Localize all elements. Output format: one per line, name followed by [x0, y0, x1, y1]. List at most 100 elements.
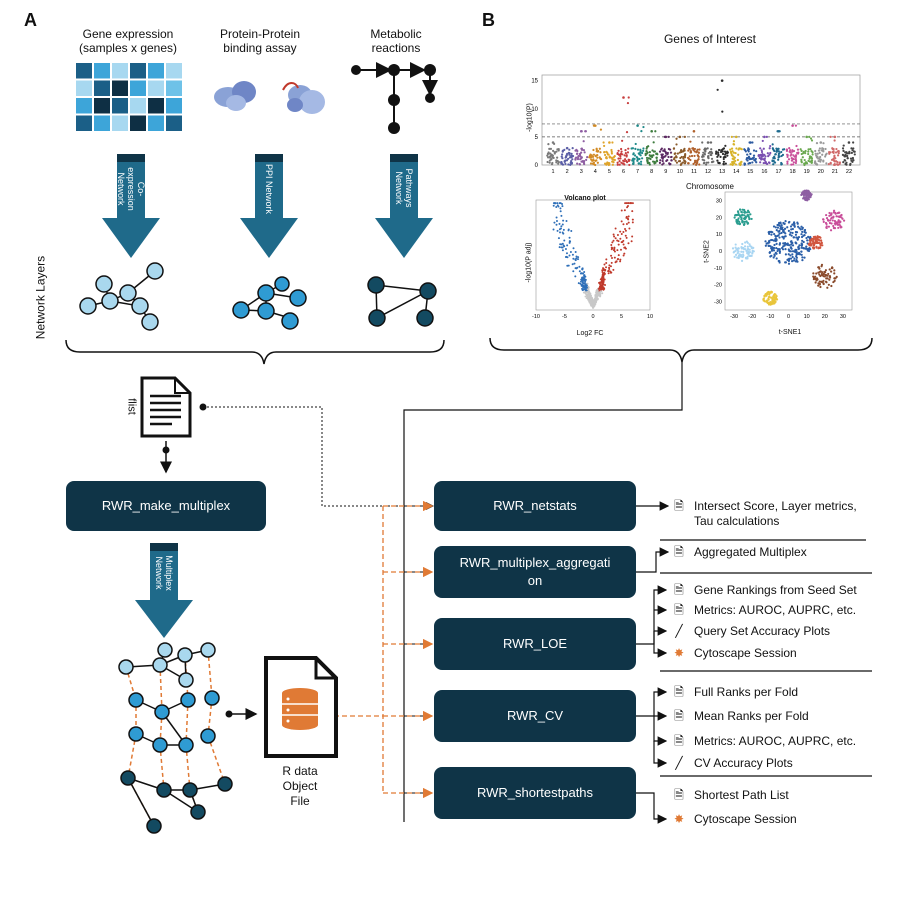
manhattan-point: [660, 153, 663, 156]
rwr-netstats-box[interactable]: RWR_netstats: [434, 481, 636, 531]
rwr-multiplex-aggregation-box[interactable]: RWR_multiplex_aggregati on: [434, 546, 636, 598]
tsne-point: [742, 223, 746, 226]
manhattan-point: [695, 163, 698, 166]
tsne-point: [812, 237, 815, 241]
tsne-point: [795, 253, 798, 256]
heatmap-cell: [148, 115, 164, 131]
manhattan-point: [623, 154, 626, 157]
manhattan-peak-point: [791, 124, 794, 127]
manhattan-point: [623, 163, 626, 166]
flist-label: flist: [125, 398, 138, 415]
manhattan-point: [825, 162, 828, 165]
manhattan-point: [821, 153, 824, 156]
volcano-point: [611, 241, 614, 244]
manhattan-point: [704, 149, 707, 152]
chromosome-tick: 2: [566, 169, 569, 175]
manhattan-point: [639, 160, 643, 163]
tsne-point: [821, 281, 824, 284]
heatmap-cell: [148, 98, 164, 114]
source-gene-expression-label: Gene expression (samples x genes): [78, 27, 178, 55]
tsne-point: [825, 225, 828, 228]
manhattan-point: [716, 155, 719, 158]
volcano-point: [630, 240, 633, 243]
manhattan-point: [567, 163, 570, 166]
manhattan-point: [732, 140, 736, 143]
manhattan-point: [801, 156, 804, 159]
manhattan-point: [592, 153, 596, 156]
tsne-point: [733, 216, 736, 219]
tsne-point: [814, 277, 817, 280]
chromosome-tick: 19: [804, 169, 810, 175]
tsne-point: [834, 223, 837, 226]
output-label: Cytoscape Session: [694, 646, 797, 660]
manhattan-point: [571, 147, 574, 150]
manhattan-point: [598, 156, 601, 159]
manhattan-point: [717, 151, 720, 154]
manhattan-point: [561, 153, 564, 156]
tsne-point: [797, 235, 801, 239]
output-label: Gene Rankings from Seed Set: [694, 583, 857, 597]
manhattan-point: [724, 152, 728, 155]
volcano-point: [614, 227, 617, 230]
manhattan-point: [696, 148, 699, 151]
tsne-point: [828, 221, 832, 225]
document-icon: 🗎: [674, 788, 684, 802]
rwr-loe-box[interactable]: RWR_LOE: [434, 618, 636, 670]
tsne-point: [741, 242, 744, 246]
volcano-point: [586, 290, 589, 293]
manhattan-point: [563, 160, 566, 163]
tsne-point: [809, 248, 812, 251]
manhattan-point: [689, 158, 692, 162]
manhattan-point: [667, 135, 670, 138]
volcano-point: [598, 294, 601, 297]
tsne-point: [819, 239, 822, 242]
volcano-point: [585, 294, 588, 297]
manhattan-point: [655, 159, 658, 162]
chromosome-tick: 17: [775, 169, 781, 175]
manhattan-point: [834, 151, 838, 154]
tsne-point: [794, 241, 797, 244]
volcano-point: [568, 241, 571, 244]
volcano-point: [562, 228, 565, 231]
tsne-point: [773, 253, 776, 256]
tsne-point: [804, 198, 807, 201]
manhattan-point: [757, 154, 760, 157]
manhattan-point: [652, 141, 655, 144]
volcano-point: [567, 229, 570, 232]
tsne-point: [769, 245, 772, 248]
heatmap-cell: [130, 80, 146, 96]
tsne-point: [767, 298, 770, 301]
document-icon: 🗎: [674, 685, 684, 699]
volcano-point: [565, 219, 568, 222]
volcano-point: [624, 202, 627, 205]
volcano-point: [627, 202, 630, 205]
manhattan-point: [546, 154, 549, 157]
manhattan-point: [833, 154, 836, 157]
volcano-point: [574, 275, 577, 278]
rwr-cv-box[interactable]: RWR_CV: [434, 690, 636, 742]
volcano-point: [586, 282, 589, 285]
document-icon: 🗎: [674, 734, 684, 748]
tsne-point: [832, 211, 835, 214]
heatmap-cell: [76, 80, 92, 96]
tsne-point: [746, 255, 749, 258]
manhattan-point: [697, 155, 700, 158]
volcano-point: [595, 300, 598, 303]
volcano-point: [616, 239, 619, 242]
tsne-point: [748, 243, 751, 246]
manhattan-point: [769, 144, 772, 148]
tsne-point: [745, 240, 748, 243]
tsne-point: [832, 215, 835, 218]
manhattan-point: [819, 158, 823, 162]
tsne-point: [829, 229, 833, 232]
rwr-shortestpaths-box[interactable]: RWR_shortestpaths: [434, 767, 636, 819]
rwr-make-multiplex-box[interactable]: RWR_make_multiplex: [66, 481, 266, 531]
volcano-point: [609, 270, 612, 273]
chromosome-tick: 3: [580, 169, 583, 175]
manhattan-point: [777, 152, 780, 156]
manhattan-point: [749, 157, 752, 161]
tsne-point: [801, 239, 804, 242]
tsne-point: [771, 238, 774, 242]
output-label: Cytoscape Session: [694, 812, 797, 826]
volcano-point: [620, 220, 623, 223]
